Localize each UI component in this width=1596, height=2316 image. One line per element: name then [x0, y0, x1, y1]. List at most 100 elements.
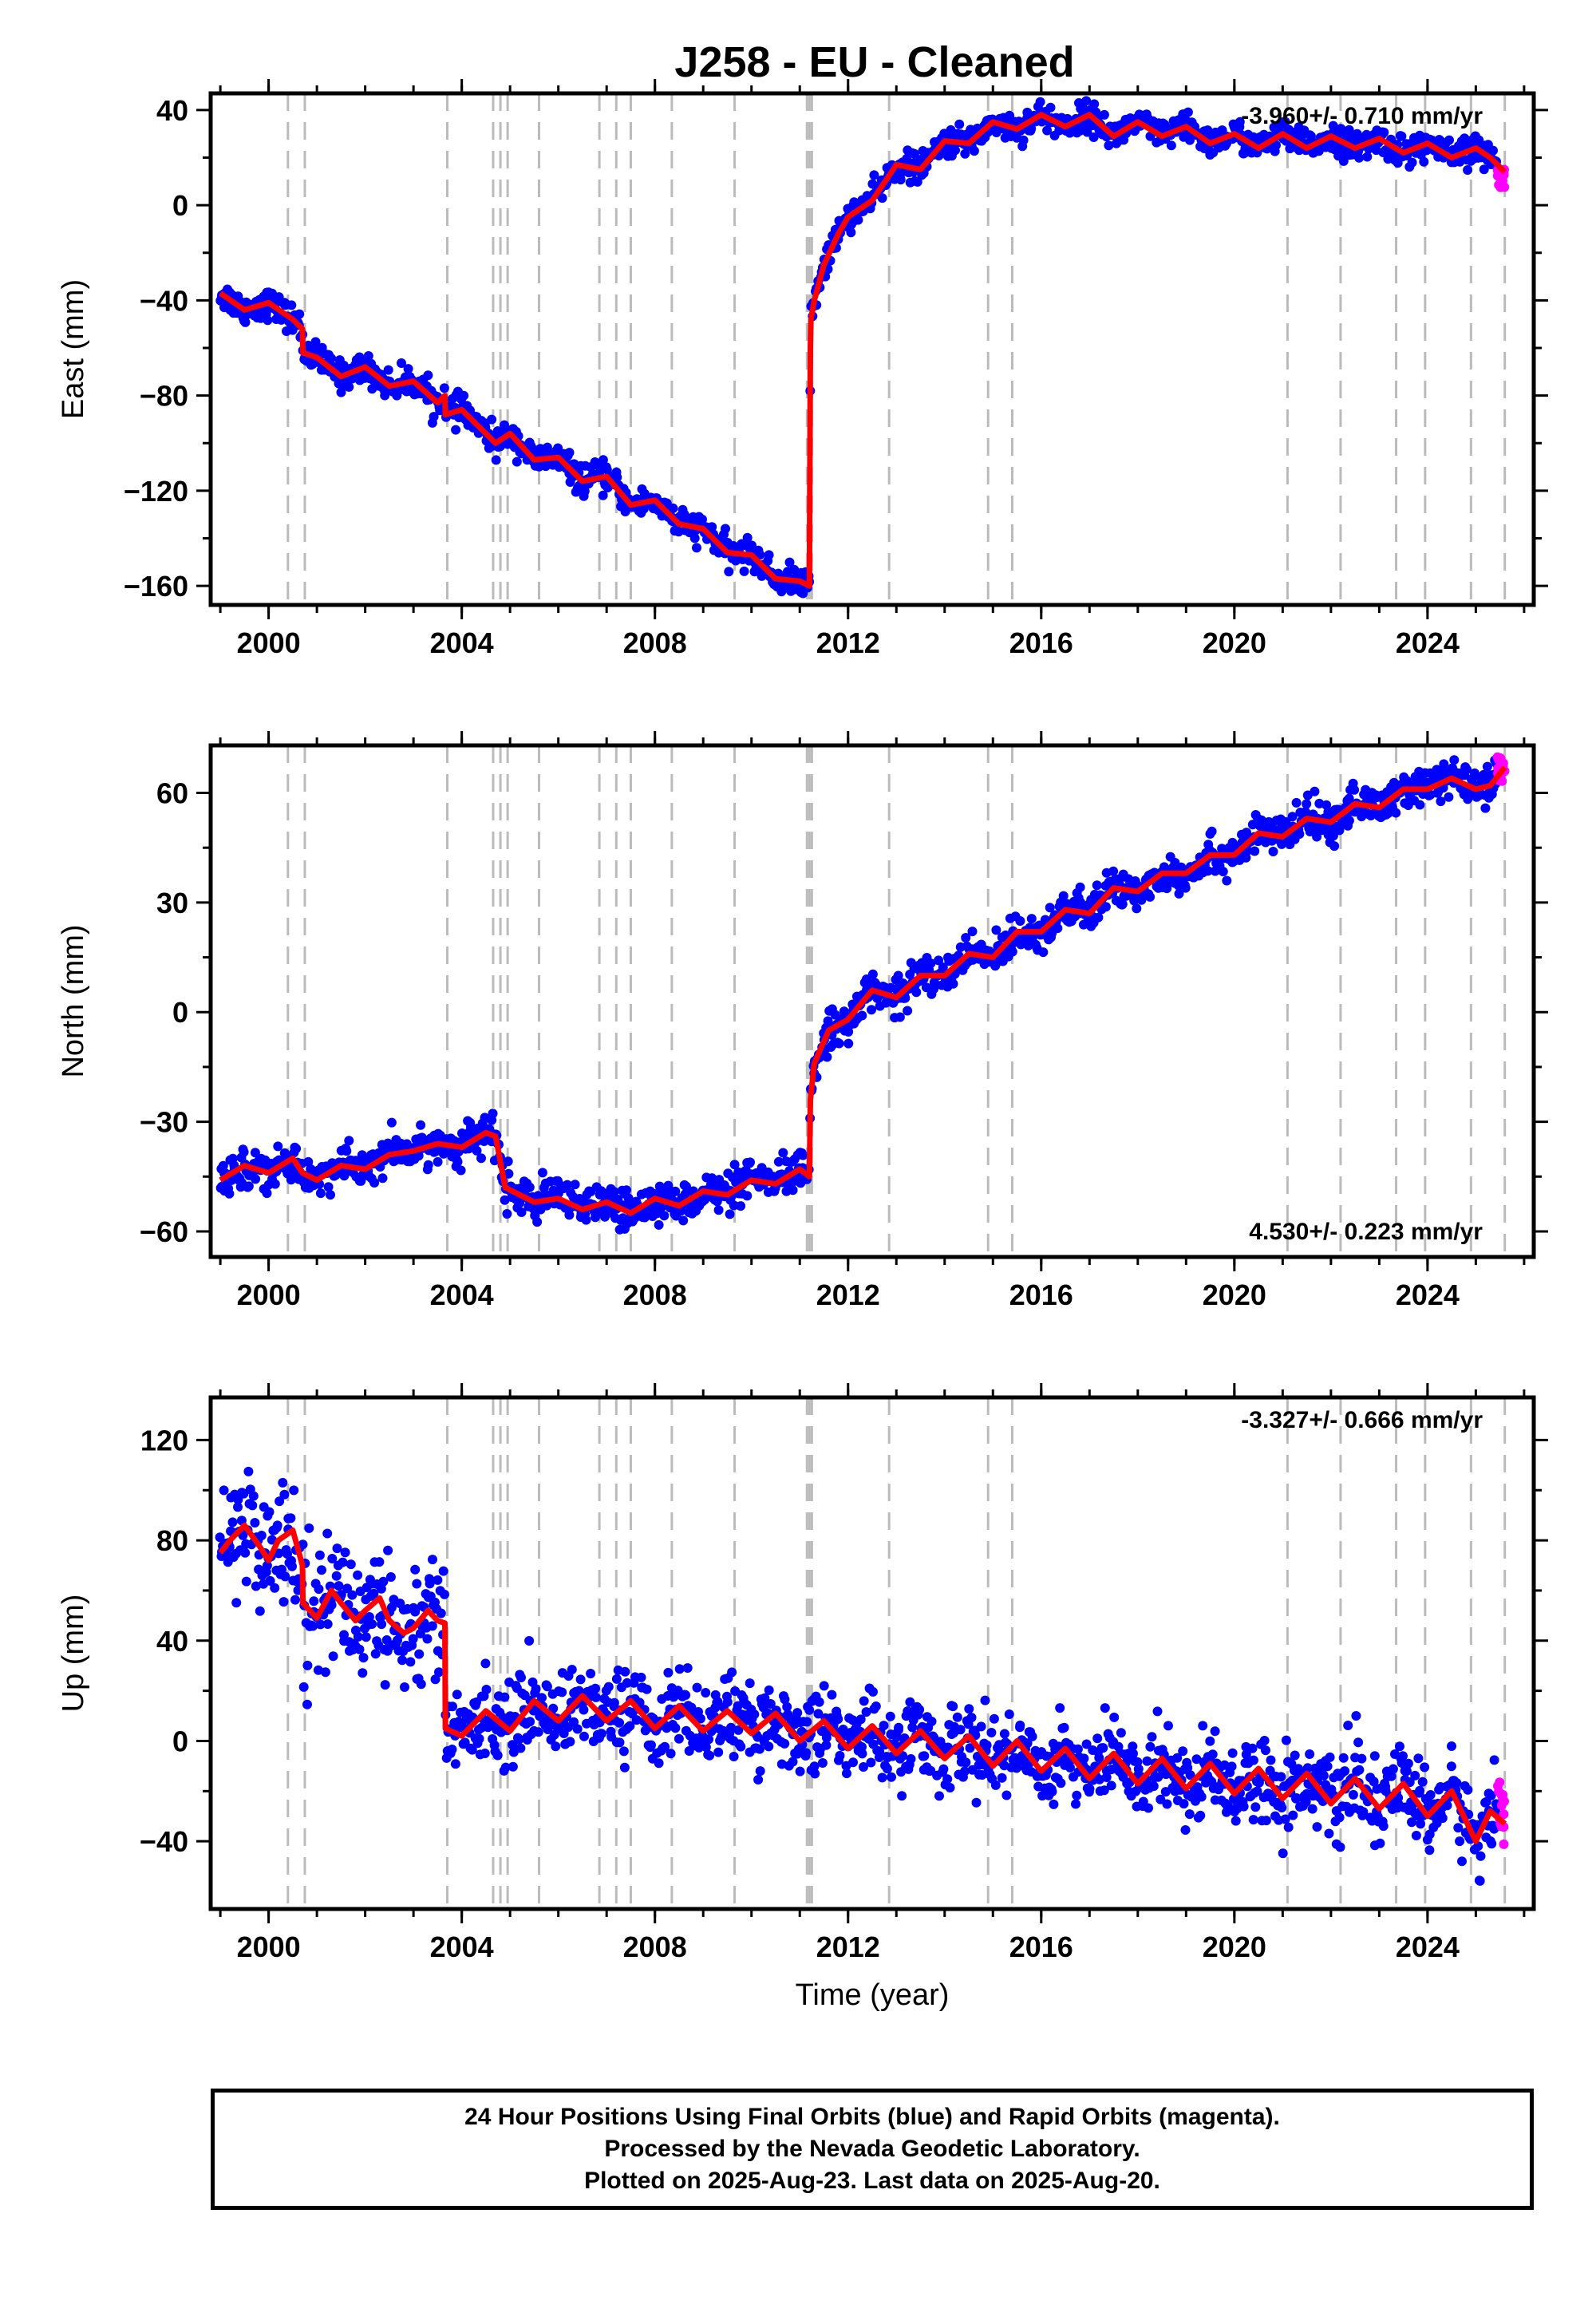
final-orbit-point: [367, 1619, 377, 1629]
final-orbit-point: [843, 1038, 854, 1049]
final-orbit-point: [1302, 799, 1312, 809]
final-orbit-point: [674, 1664, 685, 1674]
final-orbit-point: [1312, 1822, 1322, 1832]
final-orbit-point: [990, 1780, 1001, 1790]
final-orbit-point: [611, 1674, 622, 1684]
final-orbit-point: [1469, 768, 1479, 778]
final-orbit-point: [262, 1560, 272, 1571]
final-orbit-point: [291, 1144, 302, 1154]
final-orbit-point: [798, 1150, 808, 1160]
final-orbit-point: [1312, 832, 1322, 842]
final-orbit-point: [674, 1733, 684, 1744]
final-orbit-point: [948, 978, 958, 989]
final-orbit-point: [596, 1729, 606, 1739]
final-orbit-point: [376, 1583, 386, 1594]
final-orbit-point: [344, 381, 354, 392]
final-orbit-point: [1318, 1770, 1329, 1780]
final-orbit-point: [934, 955, 944, 966]
final-orbit-point: [383, 365, 393, 375]
final-orbit-point: [1191, 1754, 1202, 1765]
final-orbit-point: [843, 1026, 854, 1037]
final-orbit-point: [344, 1136, 354, 1146]
final-orbit-point: [1128, 1741, 1138, 1752]
final-orbit-point: [919, 1751, 930, 1761]
final-orbit-point: [952, 1712, 962, 1722]
final-orbit-point: [991, 925, 1001, 935]
y-tick-label: −40: [140, 284, 188, 317]
final-orbit-point: [591, 1692, 601, 1702]
final-orbit-point: [1250, 846, 1260, 856]
final-orbit-point: [877, 1773, 887, 1783]
final-orbit-point: [250, 1518, 260, 1528]
final-orbit-point: [742, 532, 753, 543]
final-orbit-point: [765, 1699, 776, 1709]
final-orbit-point: [609, 1187, 619, 1197]
final-orbit-point: [279, 1597, 289, 1607]
final-orbit-point: [369, 1588, 379, 1599]
final-orbit-point: [397, 358, 406, 368]
final-orbit-point: [670, 1723, 681, 1733]
final-orbit-point: [1106, 1780, 1116, 1791]
final-orbit-point: [380, 1680, 390, 1690]
final-orbit-point: [1180, 883, 1191, 893]
final-orbit-point: [403, 364, 413, 374]
final-orbit-point: [875, 1746, 885, 1757]
x-tick-label: 2016: [1009, 1279, 1073, 1311]
final-orbit-point: [1417, 1777, 1428, 1787]
rapid-orbit-point: [1499, 1839, 1509, 1849]
final-orbit-point: [346, 1559, 356, 1570]
final-orbit-point: [965, 1743, 975, 1753]
final-orbit-point: [448, 1701, 457, 1712]
final-orbit-point: [1276, 1772, 1286, 1782]
final-orbit-point: [1369, 1751, 1380, 1761]
final-orbit-point: [885, 1711, 895, 1721]
north-model-line: [219, 765, 1507, 1216]
final-orbit-point: [1479, 164, 1489, 175]
final-orbit-point: [1196, 1792, 1207, 1802]
final-orbit-point: [1335, 1842, 1345, 1852]
east-y-axis-label: East (mm): [57, 279, 90, 419]
final-orbit-point: [317, 1565, 326, 1575]
final-orbit-point: [1449, 755, 1460, 765]
final-orbit-point: [960, 148, 970, 159]
final-orbit-point: [1195, 1810, 1206, 1820]
final-orbit-point: [1395, 1741, 1404, 1752]
final-orbit-point: [1415, 1785, 1425, 1796]
final-orbit-point: [1203, 866, 1213, 876]
final-orbit-point: [1148, 1781, 1159, 1792]
final-orbit-point: [369, 1178, 380, 1188]
final-orbit-point: [701, 1688, 711, 1697]
final-orbit-point: [1075, 882, 1085, 892]
final-orbit-point: [1407, 1817, 1416, 1828]
north-frame: [208, 743, 1536, 1259]
final-orbit-point: [1027, 1731, 1037, 1741]
final-orbit-point: [374, 1557, 385, 1567]
footer-line-2: Processed by the Nevada Geodetic Laborat…: [604, 2136, 1140, 2162]
final-orbit-point: [819, 1681, 829, 1691]
x-tick-label: 2004: [430, 1279, 494, 1311]
final-orbit-point: [817, 1758, 828, 1768]
final-orbit-point: [1386, 1771, 1396, 1781]
final-orbit-point: [871, 978, 881, 989]
final-orbit-point: [783, 1709, 793, 1720]
final-orbit-point: [240, 317, 251, 327]
final-orbit-point: [487, 414, 497, 425]
final-orbit-point: [1310, 786, 1320, 796]
final-orbit-point: [804, 1705, 815, 1715]
final-orbit-point: [945, 1783, 955, 1792]
final-orbit-point: [1099, 109, 1109, 120]
final-orbit-point: [524, 1636, 535, 1646]
final-orbit-point: [416, 1679, 426, 1690]
final-orbit-point: [570, 1180, 580, 1190]
final-orbit-point: [1073, 1744, 1083, 1754]
final-orbit-point: [503, 1156, 513, 1167]
x-tick-label: 2000: [237, 1931, 301, 1963]
final-orbit-point: [516, 1673, 526, 1682]
final-orbit-point: [1065, 1762, 1075, 1773]
final-orbit-point: [567, 1665, 577, 1674]
final-orbit-point: [1452, 1778, 1462, 1788]
final-orbit-point: [1462, 765, 1472, 775]
final-orbit-point: [422, 1634, 433, 1644]
final-orbit-point: [636, 1672, 646, 1682]
